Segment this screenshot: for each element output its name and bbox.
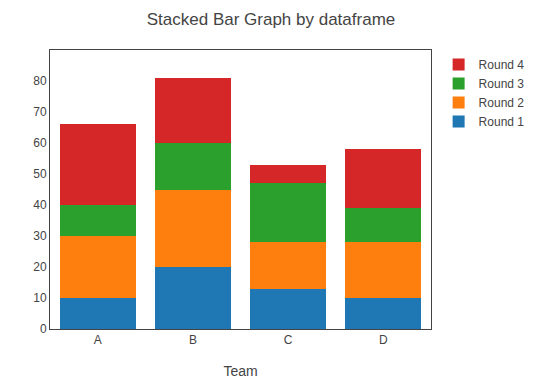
svg-text:C: C — [284, 333, 293, 347]
svg-text:50: 50 — [33, 167, 47, 181]
svg-text:D: D — [379, 333, 388, 347]
svg-text:A: A — [94, 333, 102, 347]
svg-text:0: 0 — [40, 322, 47, 336]
svg-text:Round 1: Round 1 — [479, 115, 525, 129]
svg-text:Round 2: Round 2 — [479, 96, 525, 110]
svg-text:80: 80 — [33, 74, 47, 88]
svg-text:60: 60 — [33, 136, 47, 150]
svg-text:30: 30 — [33, 229, 47, 243]
svg-text:Team: Team — [223, 363, 257, 379]
svg-text:10: 10 — [33, 291, 47, 305]
svg-text:B: B — [189, 333, 197, 347]
svg-text:40: 40 — [33, 198, 47, 212]
svg-text:Round 4: Round 4 — [479, 58, 525, 72]
svg-text:Stacked Bar Graph by dataframe: Stacked Bar Graph by dataframe — [147, 10, 396, 29]
svg-text:70: 70 — [33, 105, 47, 119]
svg-text:20: 20 — [33, 260, 47, 274]
svg-text:Round 3: Round 3 — [479, 77, 525, 91]
